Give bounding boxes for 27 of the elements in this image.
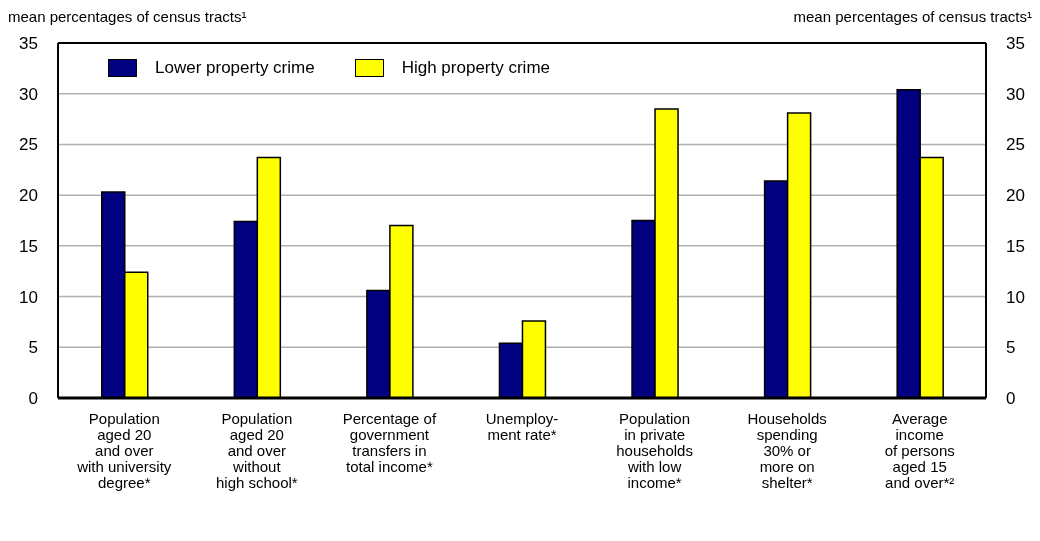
y-tick-label: 15 [19, 236, 38, 256]
y-tick-label: 5 [28, 338, 38, 358]
y-tick-label: 30 [19, 84, 38, 104]
y-tick-label: 25 [19, 135, 38, 155]
y2-tick-label: 5 [1006, 338, 1016, 358]
y-tick-label: 10 [19, 287, 38, 307]
y2-tick-label: 25 [1006, 135, 1025, 155]
x-tick-label: Population in private households with low income* [616, 410, 693, 491]
legend-label: High property crime [401, 58, 550, 78]
y2-tick-label: 15 [1006, 236, 1025, 256]
y2-tick-label: 20 [1006, 186, 1025, 206]
y-axis-title: mean percentages of census tracts¹ [8, 8, 247, 25]
y-tick-label: 35 [19, 34, 38, 54]
y2-tick-label: 10 [1006, 287, 1025, 307]
x-tick-label: Population aged 20 and over with university degree* [76, 410, 172, 491]
x-tick-label: Unemploy- ment rate* [485, 410, 559, 443]
y2-tick-label: 30 [1006, 84, 1025, 104]
legend-label: Lower property crime [155, 58, 315, 78]
y-tick-label: 0 [28, 389, 38, 409]
y2-tick-label: 0 [1006, 389, 1016, 409]
y2-tick-label: 35 [1006, 34, 1025, 54]
x-tick-label: Average income of persons aged 15 and over*² [884, 410, 955, 491]
x-tick-label: Percentage of government transfers in total income* [342, 410, 437, 475]
x-tick-label: Households spending 30% or more on shelter* [747, 410, 827, 491]
x-tick-label: Population aged 20 and over without high school* [215, 410, 298, 491]
y2-axis-title: mean percentages of census tracts¹ [793, 8, 1032, 25]
y-tick-label: 20 [19, 186, 38, 206]
